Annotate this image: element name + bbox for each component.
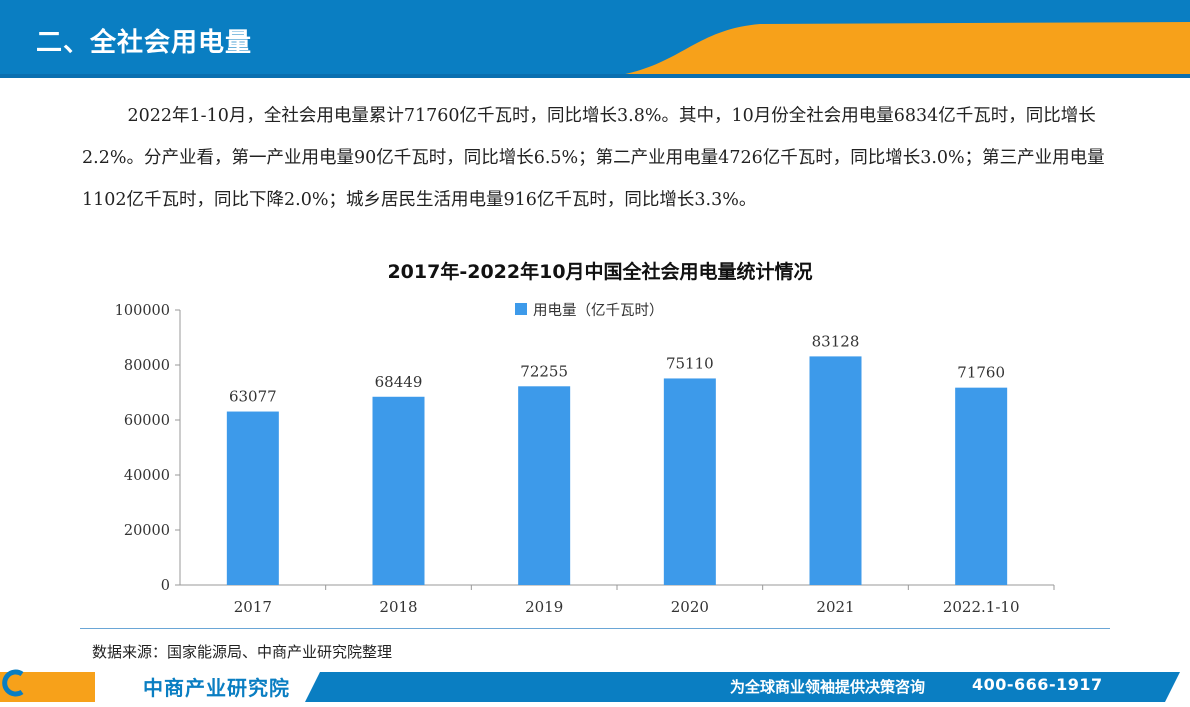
data-label: 72255: [520, 362, 568, 380]
brand-logo-icon: [2, 669, 24, 697]
y-tick-label: 40000: [124, 468, 170, 484]
brand-name: 中商产业研究院: [143, 676, 290, 700]
data-label: 83128: [812, 332, 860, 350]
source-divider: [80, 628, 1110, 629]
summary-paragraph: 2022年1-10月，全社会用电量累计71760亿千瓦时，同比增长3.8%。其中…: [82, 106, 1105, 210]
x-tick-label: 2019: [525, 598, 563, 616]
data-source: 数据来源：国家能源局、中商产业研究院整理: [92, 643, 393, 661]
header-banner: 二、全社会用电量: [0, 0, 1190, 80]
bar: [372, 396, 425, 585]
footer-bar: 中商产业研究院 为全球商业领袖提供决策咨询 400-666-1917: [0, 668, 1190, 707]
data-label: 75110: [666, 354, 714, 372]
y-tick-label: 80000: [124, 358, 170, 374]
chart-title: 2017年-2022年10月中国全社会用电量统计情况: [387, 261, 813, 283]
bar: [663, 378, 716, 585]
x-tick-label: 2017: [234, 598, 272, 616]
bar: [809, 356, 862, 585]
bar: [518, 386, 571, 585]
legend-swatch: [515, 303, 527, 315]
footer-hotline: 400-666-1917: [972, 675, 1103, 694]
footer-slogan: 为全球商业领袖提供决策咨询: [730, 678, 926, 696]
y-tick-label: 20000: [124, 523, 170, 539]
y-tick-label: 60000: [124, 413, 170, 429]
chart-legend: 用电量（亿千瓦时）: [515, 299, 664, 319]
x-tick-label: 2022.1-10: [943, 598, 1020, 616]
legend-label: 用电量（亿千瓦时）: [533, 302, 664, 319]
y-tick-label: 0: [161, 578, 170, 594]
data-label: 68449: [375, 373, 423, 391]
data-label: 63077: [229, 388, 277, 406]
x-tick-label: 2021: [816, 598, 854, 616]
bar: [226, 411, 279, 585]
x-tick-label: 2020: [671, 598, 709, 616]
x-tick-label: 2018: [379, 598, 417, 616]
bar: [955, 387, 1008, 585]
y-tick-label: 100000: [115, 303, 170, 319]
data-label: 71760: [957, 364, 1005, 382]
header-background: [0, 0, 1190, 78]
section-title: 二、全社会用电量: [36, 28, 253, 58]
